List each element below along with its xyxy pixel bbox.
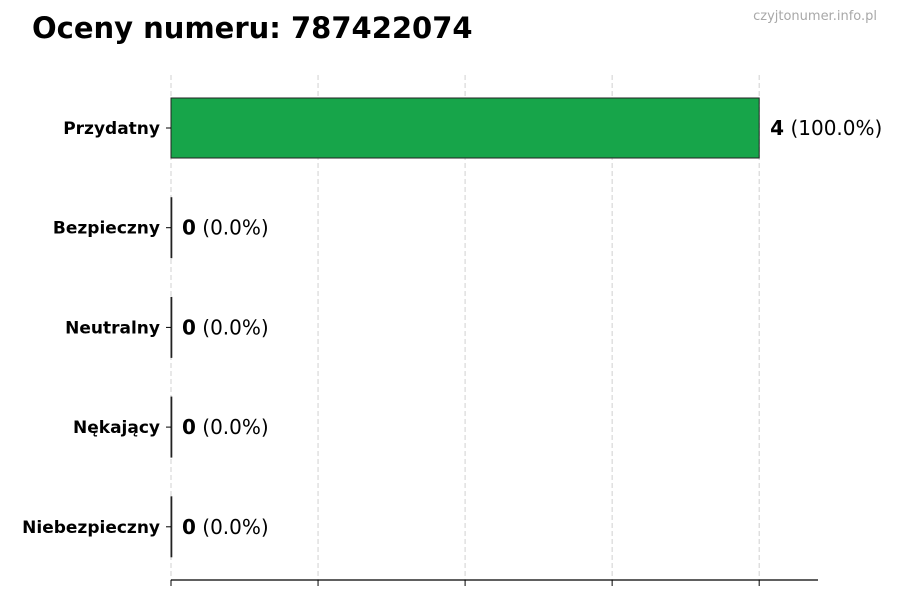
data-percentage: (0.0%) [196, 515, 269, 539]
bar-bezpieczny [170, 197, 173, 259]
data-value: 0 [182, 415, 196, 439]
data-percentage: (100.0%) [784, 116, 882, 140]
bar-nękający [170, 396, 173, 458]
data-value: 0 [182, 216, 196, 240]
data-label: 0 (0.0%) [182, 315, 269, 339]
category-label: Niebezpieczny [22, 518, 160, 538]
data-label: 4 (100.0%) [770, 116, 882, 140]
data-percentage: (0.0%) [196, 415, 269, 439]
data-label: 0 (0.0%) [182, 415, 269, 439]
data-value: 0 [182, 515, 196, 539]
watermark: czyjtonumer.info.pl [753, 9, 877, 24]
data-percentage: (0.0%) [196, 315, 269, 339]
category-label: Bezpieczny [53, 219, 160, 239]
category-label: Nękający [73, 418, 160, 438]
data-value: 4 [770, 116, 784, 140]
category-label: Przydatny [63, 119, 160, 139]
category-label: Neutralny [65, 318, 160, 338]
bar-przydatny [170, 97, 760, 159]
bar-niebezpieczny [170, 496, 173, 558]
data-value: 0 [182, 315, 196, 339]
data-label: 0 (0.0%) [182, 515, 269, 539]
bar-neutralny [170, 296, 173, 358]
chart-title: Oceny numeru: 787422074 [32, 11, 473, 45]
data-label: 0 (0.0%) [182, 216, 269, 240]
data-percentage: (0.0%) [196, 216, 269, 240]
